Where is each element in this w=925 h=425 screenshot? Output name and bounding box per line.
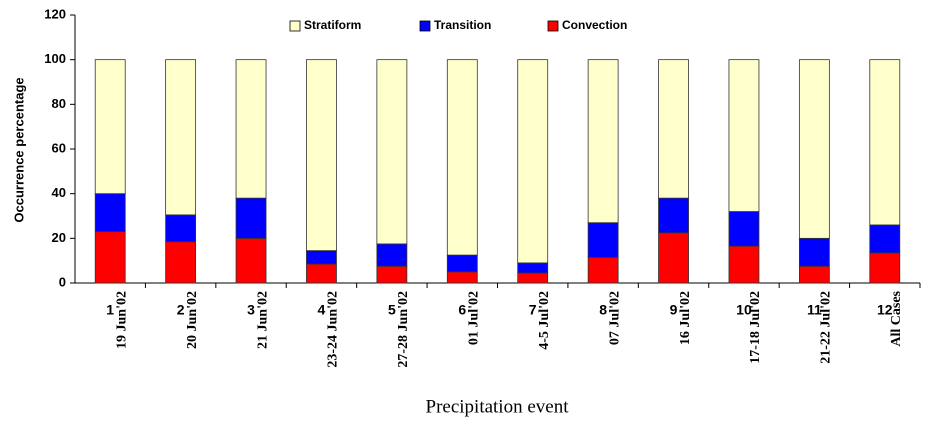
event-label: All Cases <box>889 290 904 346</box>
bar-segment <box>869 59 901 226</box>
legend-swatch <box>547 20 559 32</box>
bar-segment <box>446 254 478 273</box>
bar-segment <box>94 231 126 284</box>
bar-segment <box>587 256 619 284</box>
bar-segment <box>235 59 267 199</box>
bar-segment <box>798 237 830 267</box>
bar-segment <box>869 224 901 254</box>
x-tick-label: 12 <box>877 302 893 318</box>
bar-segment <box>376 59 408 245</box>
x-tick-label: 10 <box>736 302 752 318</box>
bar-segment <box>869 252 901 284</box>
x-axis-label: Precipitation event <box>426 396 570 417</box>
event-label: 27-28 Jun'02 <box>396 291 411 368</box>
bar-segment <box>306 59 337 252</box>
event-label: 16 Jul'02 <box>678 291 693 345</box>
x-tick-label: 4 <box>318 302 326 318</box>
bar-segment <box>798 59 830 239</box>
event-label: 4-5 Jul'02 <box>537 291 552 350</box>
legend-label: Transition <box>434 18 491 32</box>
bar-segment <box>728 59 760 212</box>
bar-segment <box>446 271 478 284</box>
bar-segment <box>728 245 760 284</box>
event-label: 21 Jun'02 <box>255 291 270 349</box>
y-tick-label: 80 <box>52 96 66 111</box>
y-tick-label: 20 <box>52 230 66 245</box>
bar-segment <box>165 241 197 284</box>
bar-segment <box>517 272 549 284</box>
legend-swatch <box>419 20 431 32</box>
legend-label: Convection <box>562 18 627 32</box>
event-label: 20 Jun'02 <box>185 291 200 349</box>
bar-segment <box>658 59 689 199</box>
event-label: 23-24 Jun'02 <box>326 291 341 368</box>
event-label: 17-18 Jul'02 <box>748 291 763 364</box>
bar-segment <box>587 59 619 224</box>
y-tick-label: 120 <box>44 6 66 21</box>
bar-segment <box>235 237 267 284</box>
y-tick-label: 100 <box>44 51 66 66</box>
y-tick-label: 60 <box>52 140 66 155</box>
bar-segment <box>728 211 760 247</box>
legend-label: Stratiform <box>304 18 361 32</box>
bar-segment <box>376 243 408 267</box>
bar-segment <box>94 193 126 233</box>
x-tick-label: 6 <box>458 302 466 318</box>
event-label: 07 Jul'02 <box>607 291 622 345</box>
bar-segment <box>446 59 478 256</box>
bar-segment <box>517 262 549 274</box>
bar-segment <box>376 265 408 284</box>
x-tick-label: 2 <box>177 302 185 318</box>
bar-segment <box>798 265 830 284</box>
x-tick-label: 11 <box>807 302 822 318</box>
y-tick-label: 0 <box>59 274 66 289</box>
event-label: 19 Jun'02 <box>114 291 129 349</box>
bar-segment <box>587 222 619 258</box>
bar-segment <box>94 59 126 195</box>
x-tick-label: 9 <box>670 302 678 318</box>
bar-segment <box>517 59 549 264</box>
bar-segment <box>235 197 267 239</box>
bar-segment <box>165 59 197 216</box>
bar-segment <box>306 250 337 265</box>
y-tick-label: 40 <box>52 185 66 200</box>
x-tick-label: 3 <box>247 302 255 318</box>
bar-segment <box>165 214 197 243</box>
x-tick-label: 5 <box>388 302 396 318</box>
bar-segment <box>658 197 689 234</box>
legend-swatch <box>289 20 301 32</box>
event-label: 21-22 Jul'02 <box>819 291 834 364</box>
bar-segment <box>658 232 689 284</box>
y-axis-label: Occurrence percentage <box>11 77 26 222</box>
x-tick-label: 8 <box>599 302 607 318</box>
x-tick-label: 7 <box>529 302 537 318</box>
x-tick-label: 1 <box>106 302 114 318</box>
event-label: 01 Jul'02 <box>467 291 482 345</box>
bar-segment <box>306 263 337 284</box>
